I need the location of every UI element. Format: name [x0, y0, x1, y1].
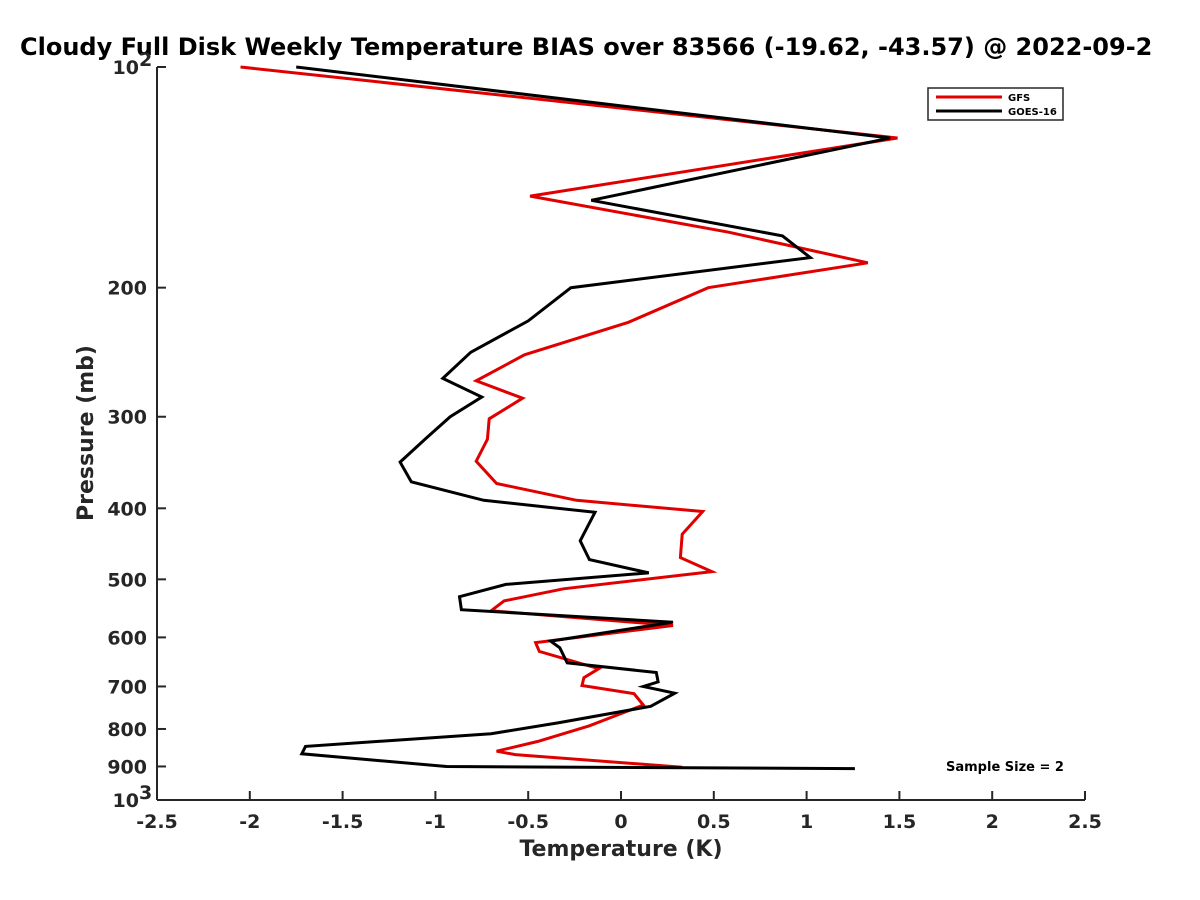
y-tick-label: 500 — [107, 569, 147, 591]
x-axis-label: Temperature (K) — [519, 837, 722, 862]
y-tick-base: 10 — [113, 790, 139, 812]
y-axis-label: Pressure (mb) — [74, 345, 99, 521]
x-tick-label: 2 — [986, 811, 999, 833]
x-tick-label: -1.5 — [322, 811, 364, 833]
x-tick-label: 0.5 — [697, 811, 731, 833]
x-tick-label: 1 — [800, 811, 813, 833]
x-tick-label: -2.5 — [136, 811, 178, 833]
x-tick-label: 1.5 — [883, 811, 917, 833]
x-tick-label: -0.5 — [507, 811, 549, 833]
legend: GFS GOES-16 — [927, 87, 1064, 121]
legend-label: GOES-16 — [1008, 107, 1057, 118]
y-tick-label: 600 — [107, 627, 147, 649]
y-tick-exponent: 3 — [139, 782, 152, 804]
axes — [156, 67, 1085, 801]
series-line-gfs — [240, 65, 898, 769]
x-tick-label: -2 — [239, 811, 260, 833]
x-tick-label: -1 — [425, 811, 446, 833]
series-line-goes-16 — [296, 65, 891, 771]
y-tick-exponent: 2 — [139, 49, 152, 71]
series-group — [240, 65, 898, 771]
sample-size-annotation: Sample Size = 2 — [946, 760, 1064, 775]
y-tick-label: 10 — [113, 57, 139, 79]
x-tick-label: 0 — [614, 811, 627, 833]
y-tick-label: 300 — [107, 407, 147, 429]
y-tick-label: 10 — [113, 790, 139, 812]
legend-label: GFS — [1008, 93, 1030, 104]
y-tick-label: 900 — [107, 756, 147, 778]
x-axis-ticks: -2.5 -2 -1.5 -1 -0.5 0 0.5 1 1.5 2 2.5 — [136, 791, 1102, 833]
y-tick-label: 400 — [107, 498, 147, 520]
y-tick-label: 700 — [107, 676, 147, 698]
x-tick-label: 2.5 — [1068, 811, 1102, 833]
y-tick-label: 800 — [107, 719, 147, 741]
chart-title: Cloudy Full Disk Weekly Temperature BIAS… — [20, 33, 1152, 61]
y-tick-base: 10 — [113, 57, 139, 79]
legend-box — [927, 87, 1064, 121]
y-tick-label: 200 — [107, 278, 147, 300]
